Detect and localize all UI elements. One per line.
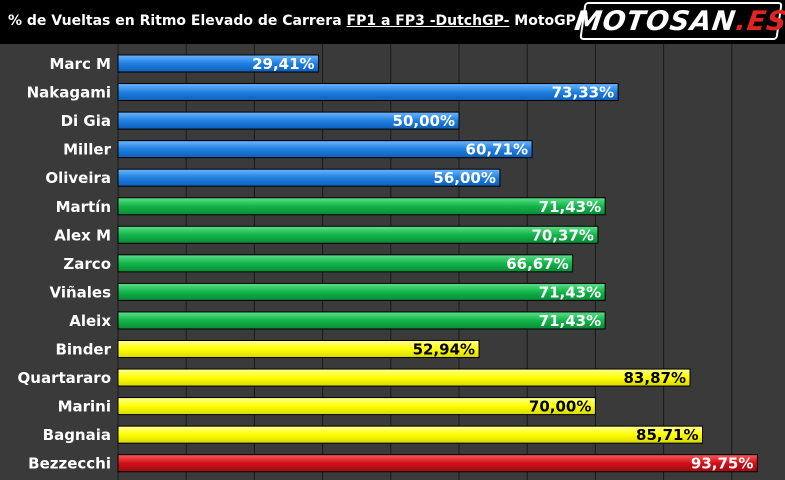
rider-label: Martín (56, 198, 111, 216)
rider-label: Zarco (63, 255, 111, 273)
rider-label: Oliveira (45, 169, 111, 187)
value-label: 60,71% (466, 141, 528, 159)
value-label: 70,00% (529, 398, 591, 416)
rider-label: Bagnaia (43, 426, 111, 444)
value-label: 71,43% (539, 312, 601, 330)
bar-nakagami (117, 83, 619, 102)
bar-miller (117, 140, 533, 159)
value-label: 83,87% (624, 369, 686, 387)
value-label: 71,43% (539, 283, 601, 301)
rider-label: Marc M (50, 55, 112, 73)
bar-bezzecchi (117, 454, 758, 473)
bar-zarco (117, 254, 574, 273)
bar-martín (117, 197, 606, 216)
rider-label: Nakagami (27, 84, 111, 102)
value-label: 73,33% (552, 84, 614, 102)
bar-alex-m (117, 225, 599, 244)
value-label: 70,37% (531, 226, 593, 244)
rider-label: Miller (63, 141, 112, 159)
logo-accent: .ES (733, 5, 785, 37)
value-label: 52,94% (413, 341, 475, 359)
rider-label: Di Gia (61, 112, 111, 130)
bar-marini (117, 397, 596, 416)
rider-label: Binder (55, 341, 111, 359)
labels: Marc M 29,41% Nakagami 73,33% Di Gia 50,00% Mi… (18, 55, 754, 473)
motosan-logo: MOTOSAN .ES (573, 2, 785, 40)
value-label: 93,75% (691, 455, 753, 473)
value-label: 56,00% (433, 169, 495, 187)
value-label: 66,67% (506, 255, 568, 273)
rider-label: Bezzecchi (28, 455, 111, 473)
rider-label: Viñales (49, 283, 111, 301)
rider-label: Marini (58, 398, 111, 416)
bar-aleix (117, 311, 606, 330)
bar-bagnaia (117, 425, 704, 444)
bar-viñales (117, 282, 606, 301)
bar-di-gia (117, 111, 460, 130)
chart-area: Marc M 29,41% Nakagami 73,33% Di Gia 50,00% Mi… (0, 44, 785, 480)
value-label: 50,00% (393, 112, 455, 130)
value-label: 71,43% (539, 198, 601, 216)
value-label: 85,71% (636, 426, 698, 444)
bar-marc-m (117, 54, 320, 73)
rider-label: Quartararo (18, 369, 111, 387)
rider-label: Alex M (54, 226, 111, 244)
header: % de Vueltas en Ritmo Elevado de Carrera… (0, 0, 785, 44)
value-label: 29,41% (252, 55, 314, 73)
bar-chart: Marc M 29,41% Nakagami 73,33% Di Gia 50,00% Mi… (18, 44, 758, 480)
title-suffix: MotoGP (509, 13, 576, 29)
title-prefix: % de Vueltas en Ritmo Elevado de Carrera (8, 13, 347, 29)
title-underlined: FP1 a FP3 -DutchGP- (346, 13, 510, 29)
bar-binder (117, 340, 480, 358)
logo-main: MOTOSAN (572, 5, 739, 37)
bar-quartararo (117, 368, 691, 387)
rider-label: Aleix (69, 312, 111, 330)
chart-title: % de Vueltas en Ritmo Elevado de Carrera… (8, 13, 576, 29)
bars (117, 54, 758, 473)
bar-oliveira (117, 168, 501, 187)
